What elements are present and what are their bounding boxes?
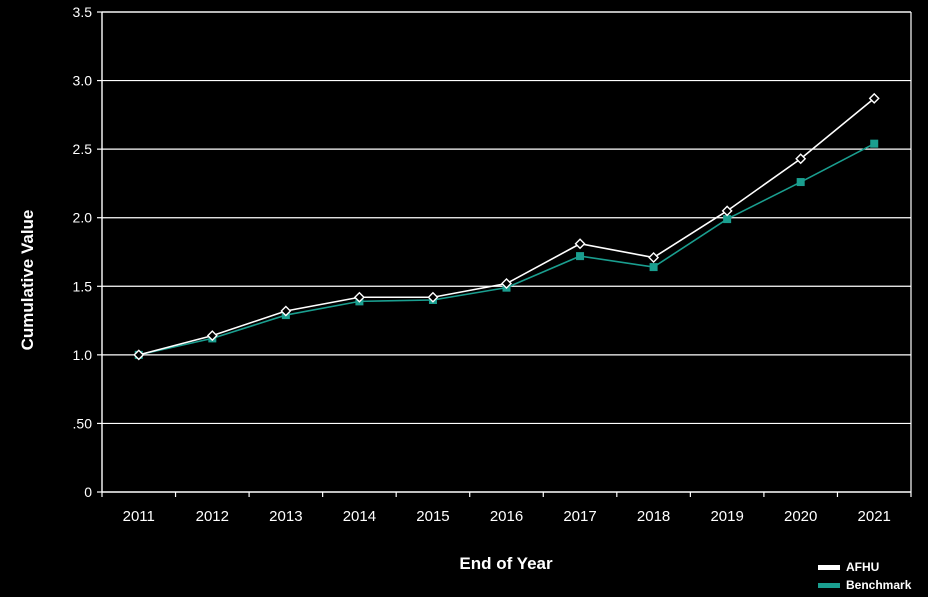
data-point-benchmark <box>649 263 658 272</box>
y-tick-label: 3.0 <box>73 73 93 89</box>
legend-swatch-benchmark <box>818 582 840 588</box>
data-point-afhu <box>501 278 512 290</box>
data-point-afhu <box>868 92 880 104</box>
x-tick-label: 2011 <box>123 508 155 525</box>
data-point-afhu <box>206 330 218 342</box>
y-tick-label: 3.5 <box>73 4 93 20</box>
y-tick-label: 1.5 <box>73 278 93 294</box>
x-tick-label: 2015 <box>416 508 449 525</box>
series-line-afhu <box>138 97 875 356</box>
data-point-afhu <box>648 251 660 263</box>
x-tick-label: 2016 <box>490 508 523 525</box>
data-point-afhu <box>721 205 733 217</box>
data-point-afhu <box>133 349 145 361</box>
y-tick-label: 1.0 <box>73 347 93 363</box>
y-tick-label: 2.5 <box>73 141 93 157</box>
y-tick-label: .50 <box>73 415 93 431</box>
legend-label-benchmark: Benchmark <box>846 578 912 592</box>
x-tick-label: 2020 <box>784 508 817 525</box>
data-point-afhu <box>280 305 292 317</box>
x-tick-labels: 2011 2012 2013 2014 2015 2016 2017 2018 2019 2020… <box>123 508 891 525</box>
data-point-afhu <box>427 291 439 303</box>
data-point-benchmark <box>576 252 585 261</box>
x-tick-label: 2014 <box>343 508 376 525</box>
legend: AFHU Benchmark <box>818 558 911 594</box>
y-axis-title: Cumulative Value <box>18 210 37 351</box>
x-tick-label: 2019 <box>710 508 743 525</box>
x-tick-label: 2021 <box>858 508 891 525</box>
data-point-afhu <box>795 153 807 165</box>
axes <box>97 11 912 497</box>
legend-item-benchmark: Benchmark <box>818 576 911 594</box>
data-point-benchmark <box>870 139 879 148</box>
x-axis-title: End of Year <box>459 554 553 573</box>
x-tick-label: 2012 <box>196 508 229 525</box>
series-afhu <box>133 92 880 361</box>
gridlines <box>102 11 911 425</box>
series <box>133 92 880 361</box>
data-point-benchmark <box>723 215 732 224</box>
data-point-benchmark <box>796 178 805 187</box>
data-point-afhu <box>574 238 586 250</box>
x-tick-label: 2017 <box>563 508 596 525</box>
legend-swatch-afhu <box>818 564 840 570</box>
data-point-afhu <box>353 291 365 303</box>
legend-label-afhu: AFHU <box>846 560 880 574</box>
legend-item-afhu: AFHU <box>818 558 911 576</box>
y-tick-label: 2.0 <box>73 210 93 226</box>
y-tick-label: 0 <box>84 484 92 500</box>
y-tick-labels: 0 .50 1.0 1.5 2.0 2.5 3.0 3.5 <box>73 4 93 500</box>
x-tick-label: 2018 <box>637 508 670 525</box>
series-benchmark <box>134 139 879 359</box>
x-tick-label: 2013 <box>269 508 302 525</box>
